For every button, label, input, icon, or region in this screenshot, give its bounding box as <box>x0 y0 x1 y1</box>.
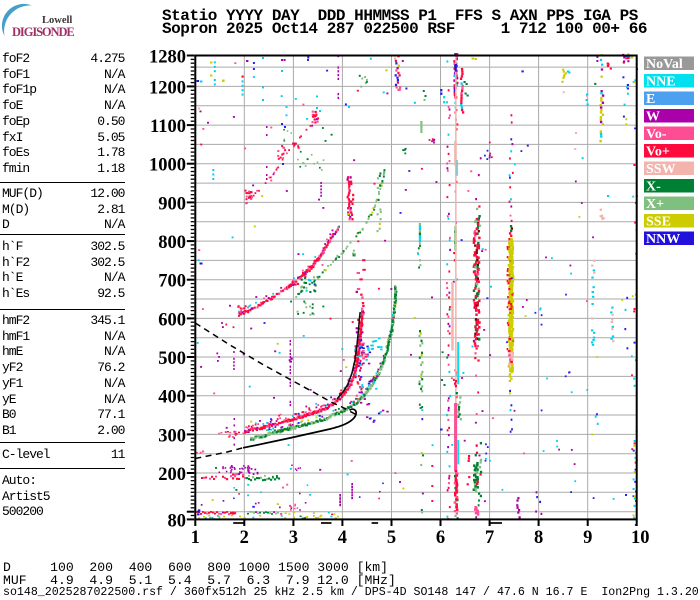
svg-text:NNW: NNW <box>646 232 680 247</box>
svg-text:600: 600 <box>158 310 186 330</box>
svg-text:300: 300 <box>158 426 186 446</box>
svg-text:X-: X- <box>646 180 661 195</box>
svg-text:Vo+: Vo+ <box>646 145 670 160</box>
svg-text:Vo-: Vo- <box>646 127 667 142</box>
svg-text:NoVal: NoVal <box>646 57 683 72</box>
svg-text:400: 400 <box>158 388 186 408</box>
svg-text:4: 4 <box>338 528 347 548</box>
svg-text:10: 10 <box>631 528 650 548</box>
svg-text:700: 700 <box>158 272 186 292</box>
svg-text:1200: 1200 <box>149 78 186 98</box>
svg-text:5: 5 <box>387 528 396 548</box>
svg-text:200: 200 <box>158 465 186 485</box>
svg-text:6: 6 <box>436 528 445 548</box>
svg-text:SSW: SSW <box>646 162 676 177</box>
svg-text:80: 80 <box>168 511 187 531</box>
svg-text:3: 3 <box>289 528 298 548</box>
svg-text:1: 1 <box>191 528 200 548</box>
svg-text:800: 800 <box>158 233 186 253</box>
svg-text:E: E <box>646 92 655 107</box>
svg-text:1280: 1280 <box>149 48 186 68</box>
svg-text:9: 9 <box>583 528 592 548</box>
svg-text:7: 7 <box>485 528 494 548</box>
svg-text:1000: 1000 <box>149 156 186 176</box>
svg-text:SSE: SSE <box>646 215 671 230</box>
svg-text:1100: 1100 <box>150 117 186 137</box>
svg-text:900: 900 <box>158 194 186 214</box>
svg-text:W: W <box>646 110 660 125</box>
svg-text:500: 500 <box>158 349 186 369</box>
svg-text:8: 8 <box>534 528 543 548</box>
svg-text:2: 2 <box>240 528 249 548</box>
svg-text:NNE: NNE <box>646 75 676 90</box>
svg-text:X+: X+ <box>646 197 664 212</box>
